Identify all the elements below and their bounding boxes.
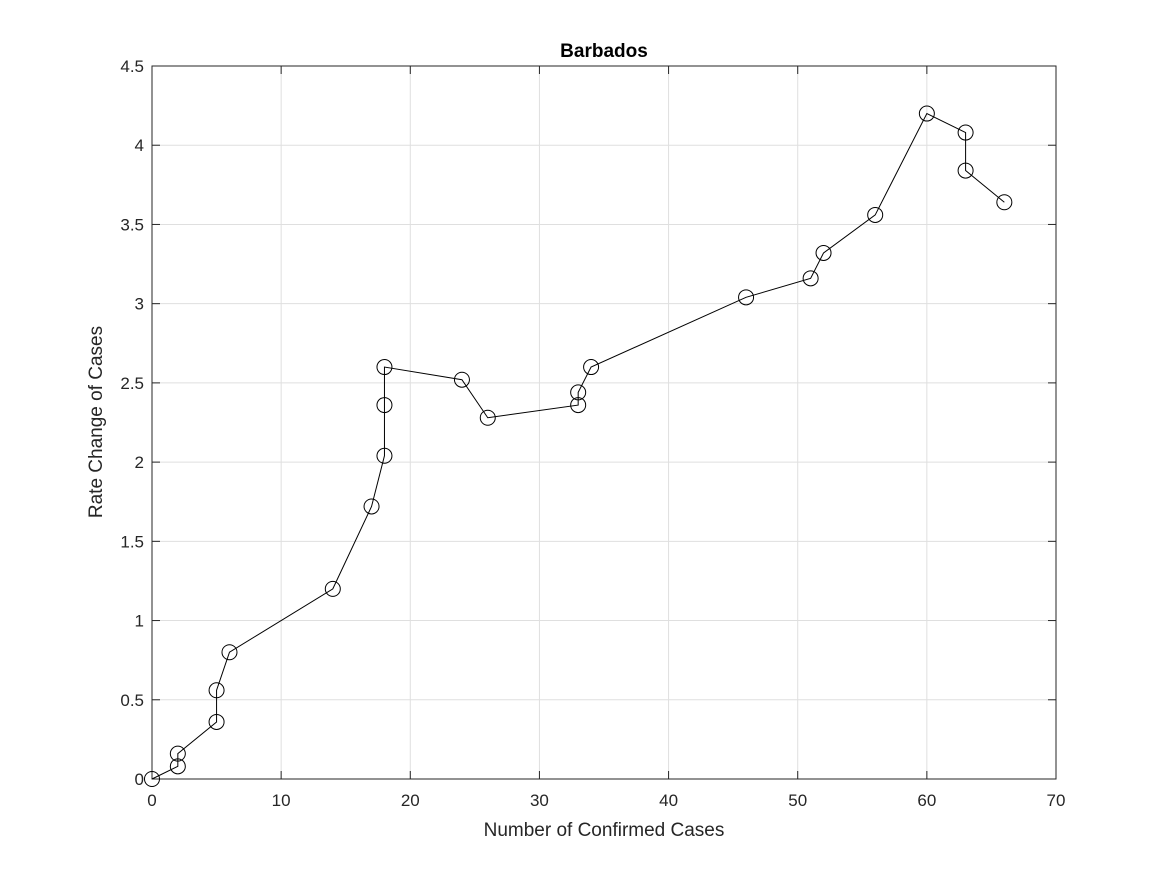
axes-box [151,65,1057,780]
data-point [376,447,393,464]
tick-labels: 0 10 20 30 40 50 60 70 0 0.5 1 1.5 2 2.5 3 3.5 4 4.5 [120,57,1065,810]
y-tick-label: 3 [135,295,144,314]
data-point [208,713,225,730]
data-point [376,359,393,376]
y-tick-label: 0.5 [120,691,144,710]
series-line-path [151,112,1005,780]
data-point [169,758,186,775]
x-tick-label: 0 [147,791,156,810]
y-tick-label: 4.5 [120,57,144,76]
data-point [570,384,587,401]
grid [151,65,1057,780]
data-point [479,409,496,426]
data-point [996,194,1013,211]
x-tick-label: 70 [1047,791,1066,810]
data-point [867,206,884,223]
data-point [583,359,600,376]
chart-title: Barbados [560,41,648,62]
data-point [363,498,380,515]
x-tick-label: 20 [401,791,420,810]
y-tick-label: 0 [135,770,144,789]
x-tick-label: 40 [659,791,678,810]
data-point [208,682,225,699]
x-tick-label: 50 [788,791,807,810]
data-point [802,270,819,287]
data-point [453,371,470,388]
data-point [169,745,186,762]
data-point [324,580,341,597]
data-point [957,124,974,141]
y-tick-label: 2.5 [120,374,144,393]
data-point [144,771,160,787]
x-tick-label: 30 [530,791,549,810]
y-tick-label: 1.5 [120,532,144,551]
data-markers [144,105,1013,787]
x-tick-label: 60 [917,791,936,810]
y-tick-label: 4 [135,136,144,155]
y-tick-label: 2 [135,453,144,472]
data-point [570,397,587,414]
data-point [957,162,974,179]
data-point [221,644,238,661]
x-tick-label: 10 [272,791,291,810]
axes [151,65,1057,780]
y-axis-label: Rate Change of Cases [86,326,107,518]
data-point [918,105,935,122]
x-axis-label: Number of Confirmed Cases [484,820,725,841]
y-tick-label: 3.5 [120,215,144,234]
data-point [738,289,755,306]
y-tick-label: 1 [135,612,144,631]
data-point [376,397,393,414]
data-point [815,244,832,261]
series-line [151,112,1005,780]
